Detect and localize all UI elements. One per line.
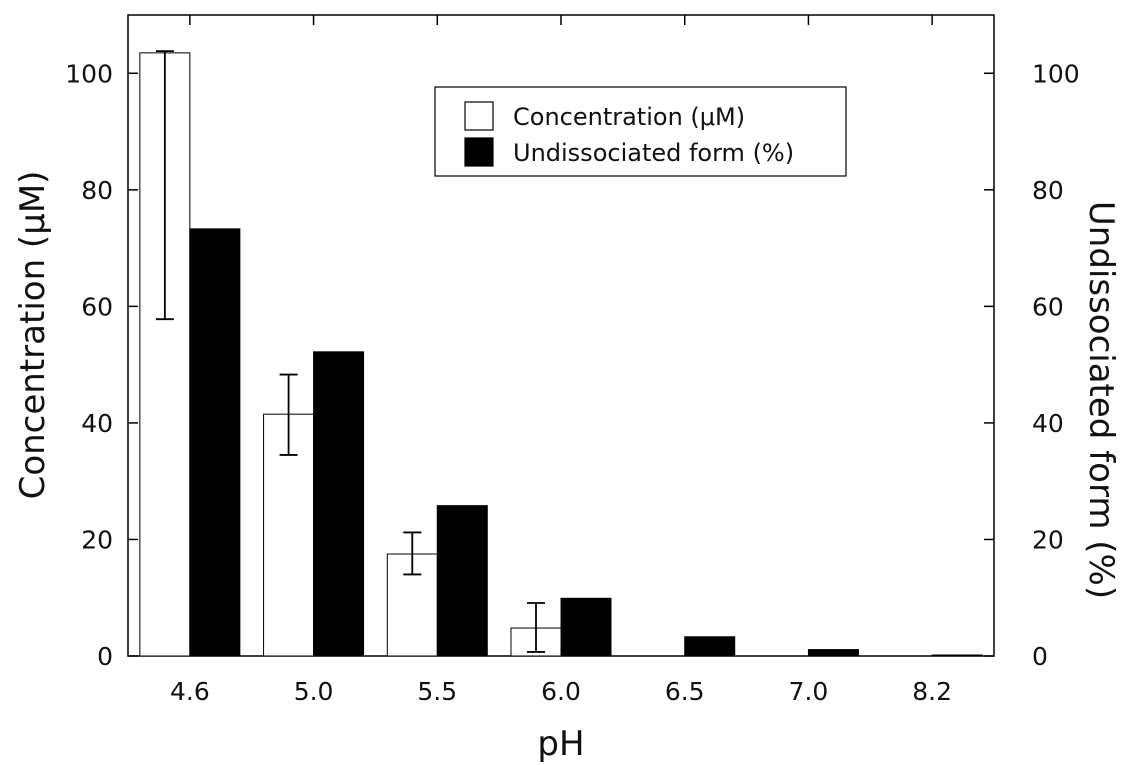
x-tick-label: 5.5: [417, 677, 457, 706]
legend-box: [434, 86, 847, 177]
x-tick-label: 8.2: [912, 677, 952, 706]
bar-undissociated-6.5: [684, 636, 736, 657]
right-tick-label: 100: [1032, 59, 1080, 88]
right-tick-label: 60: [1032, 292, 1064, 321]
x-tick-label: 5.0: [294, 677, 334, 706]
right-tick-label: 0: [1032, 642, 1048, 671]
bar-undissociated-7.0: [807, 649, 859, 657]
x-tick-label: 4.6: [170, 677, 210, 706]
x-tick-label: 6.5: [665, 677, 705, 706]
right-axis-title: Undissociated form (%): [1081, 201, 1121, 599]
legend-label-concentration: Concentration (μM): [513, 103, 745, 131]
x-tick-label: 7.0: [789, 677, 829, 706]
legend: Concentration (μM) Undissociated form (%…: [434, 86, 847, 177]
right-tick-label: 80: [1032, 176, 1064, 205]
left-tick-label: 20: [81, 525, 113, 554]
x-axis-title: pH: [537, 724, 584, 764]
left-tick-label: 80: [81, 176, 113, 205]
left-axis-ticks: 0 20 40 60 80 100: [65, 59, 138, 671]
bar-undissociated-5.5: [436, 505, 488, 657]
left-tick-label: 100: [65, 59, 113, 88]
right-tick-label: 40: [1032, 409, 1064, 438]
error-bars: [155, 50, 545, 653]
right-tick-label: 20: [1032, 525, 1064, 554]
bars: [139, 52, 983, 657]
legend-swatch-undissociated: [464, 137, 494, 167]
left-tick-label: 40: [81, 409, 113, 438]
bar-undissociated-4.6: [189, 228, 241, 657]
bar-undissociated-5.0: [313, 351, 365, 657]
legend-swatch-concentration: [464, 101, 494, 131]
bar-undissociated-6.0: [560, 597, 612, 657]
legend-label-undissociated: Undissociated form (%): [513, 139, 794, 167]
bar-undissociated-8.2: [931, 654, 983, 657]
right-axis-ticks: 0 20 40 60 80 100: [984, 59, 1080, 671]
left-axis-title: Concentration (μM): [13, 171, 53, 500]
left-tick-label: 60: [81, 292, 113, 321]
x-tick-label: 6.0: [541, 677, 581, 706]
left-tick-label: 0: [97, 642, 113, 671]
x-axis-tick-labels: 4.6 5.0 5.5 6.0 6.5 7.0 8.2: [170, 15, 952, 706]
